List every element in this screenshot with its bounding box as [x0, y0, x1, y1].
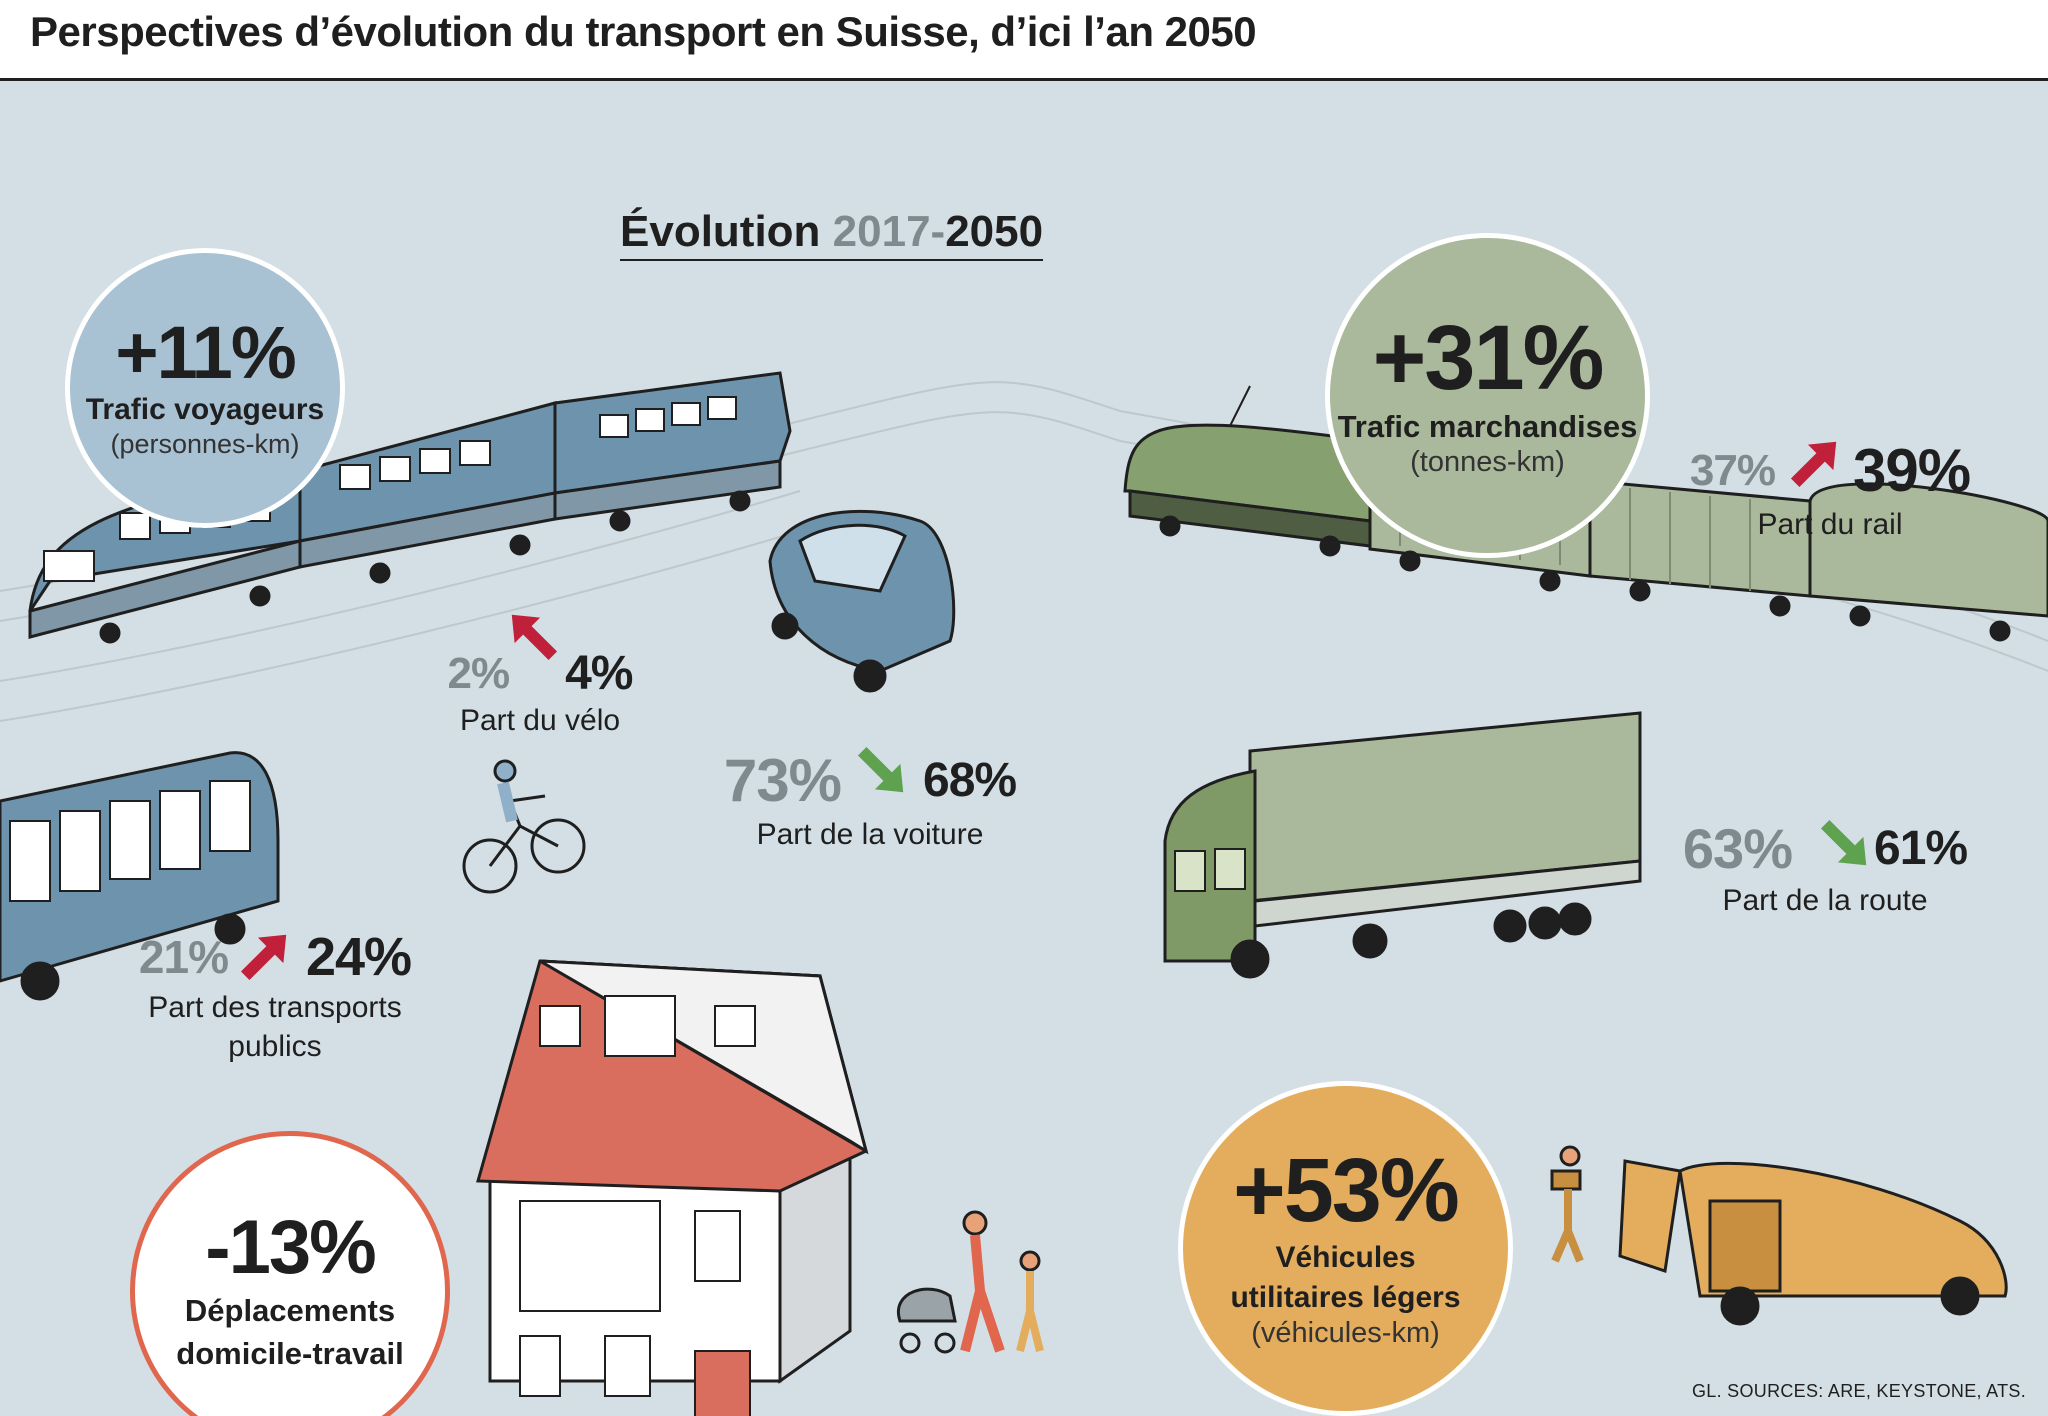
header: Perspectives d’évolution du transport en… — [0, 0, 2048, 81]
share-transports-publics: 21% 24% Part des transports publics — [120, 926, 430, 1066]
share-route: 63% 61% Part de la route — [1675, 816, 1975, 920]
arrow-tp-up-icon — [240, 934, 287, 981]
route-label: Part de la route — [1722, 884, 1928, 917]
route-from: 63% — [1682, 817, 1793, 880]
source-note: GL. SOURCES: ARE, KEYSTONE, ATS. — [1691, 1381, 2026, 1401]
evolution-year-from: 2017 — [832, 207, 931, 256]
tp-to: 24% — [305, 927, 412, 987]
page-title: Perspectives d’évolution du transport en… — [30, 8, 1257, 55]
domicile-value: -13% — [205, 1204, 376, 1290]
house-illustration — [476, 959, 869, 1416]
arrow-voiture-down-icon — [857, 746, 904, 793]
voiture-label: Part de la voiture — [756, 818, 984, 851]
voyageurs-label: Trafic voyageurs — [85, 392, 325, 426]
evolution-year-to: 2050 — [945, 207, 1044, 256]
rail-to: 39% — [1852, 437, 1971, 504]
rail-from: 37% — [1689, 445, 1776, 495]
delivery-van-illustration — [1550, 1145, 2008, 1326]
truck-illustration — [1163, 711, 1642, 979]
rail-label: Part du rail — [1757, 508, 1903, 541]
utilitaires-value: +53% — [1233, 1141, 1460, 1242]
family-illustration — [896, 1210, 1044, 1354]
voiture-from: 73% — [723, 747, 842, 814]
utilitaires-label-2: utilitaires légers — [1230, 1281, 1461, 1315]
velo-to: 4% — [565, 647, 633, 700]
share-velo: 2% 4% Part du vélo — [420, 646, 660, 740]
utilitaires-unit: (véhicules-km) — [1251, 1317, 1440, 1350]
share-voiture: 73% 68% Part de la voiture — [700, 746, 1040, 854]
circle-vehicules-utilitaires: +53% Véhicules utilitaires légers (véhic… — [1178, 1081, 1513, 1416]
evolution-dash: - — [930, 207, 946, 256]
marchandises-label: Trafic marchandises — [1337, 408, 1638, 444]
car-illustration — [768, 509, 956, 693]
marchandises-value: +31% — [1372, 306, 1605, 409]
circle-trafic-marchandises: +31% Trafic marchandises (tonnes-km) — [1325, 233, 1650, 558]
voyageurs-unit: (personnes-km) — [110, 428, 300, 459]
domicile-label-1: Déplacements — [184, 1292, 396, 1328]
evolution-prefix: Évolution — [620, 207, 833, 256]
velo-from: 2% — [447, 648, 511, 698]
domicile-label-2: domicile-travail — [176, 1336, 404, 1371]
voyageurs-value: +11% — [115, 310, 296, 394]
share-rail: 37% 39% Part du rail — [1665, 436, 1995, 544]
cyclist-illustration — [462, 759, 586, 894]
arrow-velo-up-icon — [511, 614, 558, 661]
arrow-route-down-icon — [1820, 819, 1867, 866]
tp-from: 21% — [138, 931, 229, 983]
arrow-rail-up-icon — [1790, 441, 1837, 488]
marchandises-unit: (tonnes-km) — [1410, 445, 1565, 478]
velo-label: Part du vélo — [459, 704, 621, 737]
bus-illustration — [0, 751, 280, 1001]
tp-label-1: Part des transports — [148, 991, 402, 1024]
circle-trafic-voyageurs: +11% Trafic voyageurs (personnes-km) — [65, 248, 345, 528]
route-to: 61% — [1874, 822, 1968, 875]
evolution-title: Évolution 2017-2050 — [620, 207, 1044, 261]
circle-domicile-travail: -13% Déplacements domicile-travail — [130, 1131, 450, 1416]
tp-label-2: publics — [228, 1030, 322, 1063]
utilitaires-label-1: Véhicules — [1275, 1241, 1416, 1275]
voiture-to: 68% — [923, 754, 1017, 807]
infographic-canvas: Évolution 2017-2050 +11% Trafic voyageur… — [0, 81, 2048, 1416]
